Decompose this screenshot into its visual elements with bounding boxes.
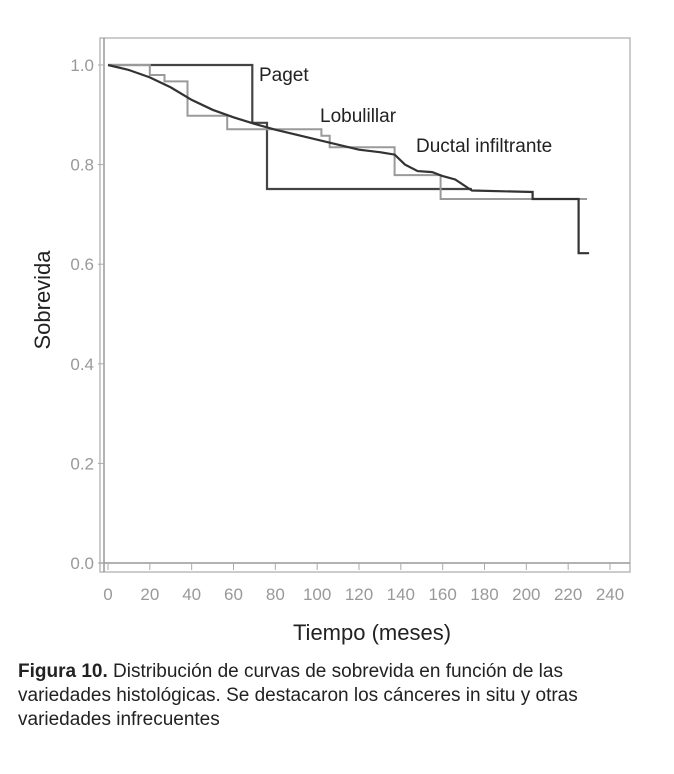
series-ductal-infiltrante	[107, 63, 590, 255]
x-tick-label: 140	[387, 585, 415, 604]
caption-text: Distribución de curvas de sobrevida en f…	[18, 661, 578, 730]
y-tick-label: 0.6	[70, 255, 94, 274]
x-tick-label: 20	[140, 585, 159, 604]
annotation-ductal: Ductal infiltrante	[416, 136, 552, 157]
x-tick-label: 240	[596, 585, 624, 604]
figure-caption: Figura 10. Distribución de curvas de sob…	[18, 660, 658, 732]
y-axis-label: Sobrevida	[30, 250, 55, 350]
y-tick-label: 1.0	[70, 56, 94, 75]
x-tick-label: 200	[512, 585, 540, 604]
plot-frame	[99, 37, 631, 573]
y-tick-label: 0.0	[70, 554, 94, 573]
caption-label: Figura 10.	[18, 661, 108, 682]
x-tick-label: 160	[428, 585, 456, 604]
x-tick-label: 0	[103, 585, 112, 604]
x-tick-label: 80	[266, 585, 285, 604]
series-lobulillar	[108, 64, 587, 200]
y-tick-label: 0.8	[70, 156, 94, 175]
x-tick-label: 180	[470, 585, 498, 604]
x-axis-label: Tiempo (meses)	[293, 620, 451, 645]
x-tick-label: 220	[554, 585, 582, 604]
annotation-paget: Paget	[259, 65, 309, 86]
y-tick-label: 0.2	[70, 454, 94, 473]
x-tick-label: 100	[303, 585, 331, 604]
x-tick-label: 40	[182, 585, 201, 604]
x-tick-label: 120	[345, 585, 373, 604]
x-tick-label: 60	[224, 585, 243, 604]
annotation-lobulillar: Lobulillar	[320, 106, 397, 127]
y-tick-label: 0.4	[70, 355, 94, 374]
series-paget	[108, 63, 472, 191]
